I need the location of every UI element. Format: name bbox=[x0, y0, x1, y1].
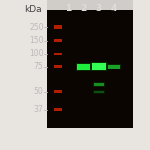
Text: 250: 250 bbox=[29, 22, 44, 32]
Text: 150: 150 bbox=[29, 36, 44, 45]
Bar bbox=[47, 0, 133, 10]
Bar bbox=[47, 10, 133, 128]
Bar bbox=[54, 90, 62, 93]
Bar bbox=[76, 63, 91, 71]
Bar bbox=[54, 53, 62, 55]
Bar bbox=[92, 63, 106, 70]
Text: 1: 1 bbox=[65, 4, 71, 13]
Text: 4: 4 bbox=[111, 4, 117, 13]
Bar bbox=[108, 65, 120, 69]
Bar bbox=[93, 90, 105, 94]
Bar bbox=[54, 39, 62, 42]
Bar bbox=[77, 64, 90, 70]
Bar bbox=[93, 82, 105, 87]
Bar bbox=[94, 83, 104, 86]
Text: 50: 50 bbox=[34, 87, 44, 96]
Text: 3: 3 bbox=[96, 4, 102, 13]
Text: 2: 2 bbox=[80, 4, 86, 13]
Bar bbox=[54, 65, 62, 68]
Bar bbox=[107, 64, 121, 69]
Text: 75: 75 bbox=[34, 62, 44, 71]
Text: kDa: kDa bbox=[24, 4, 42, 14]
Bar bbox=[91, 62, 107, 71]
Text: 37: 37 bbox=[34, 105, 44, 114]
Text: 100: 100 bbox=[29, 50, 44, 58]
Bar bbox=[94, 91, 104, 93]
Bar bbox=[54, 108, 62, 111]
Bar bbox=[54, 25, 62, 29]
